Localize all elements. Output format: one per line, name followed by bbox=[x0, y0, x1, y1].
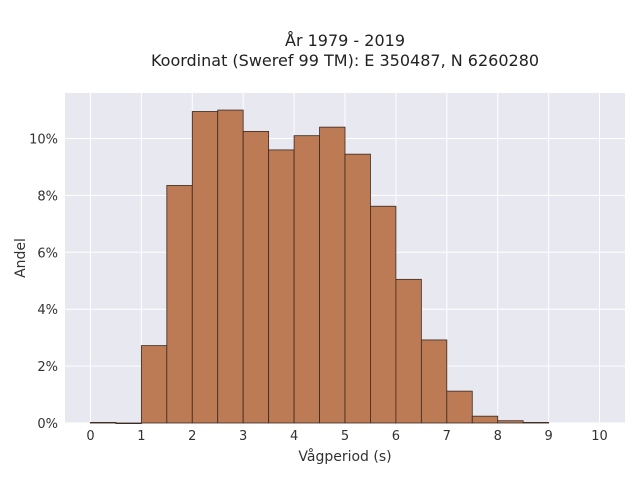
chart-title: År 1979 - 2019 bbox=[285, 31, 405, 50]
histogram-bar bbox=[293, 135, 320, 424]
histogram-bar bbox=[319, 126, 346, 424]
histogram-bar bbox=[420, 339, 448, 424]
y-tick-label: 8% bbox=[37, 189, 58, 204]
x-tick-label: 2 bbox=[188, 429, 196, 444]
x-axis-ticks: 0 1 2 3 4 5 6 7 8 9 10 bbox=[86, 429, 608, 444]
y-tick-label: 6% bbox=[37, 246, 58, 261]
bars bbox=[90, 109, 550, 425]
histogram-bar bbox=[166, 185, 193, 424]
y-tick-label: 4% bbox=[37, 303, 58, 318]
chart-subtitle: Koordinat (Sweref 99 TM): E 350487, N 62… bbox=[151, 51, 539, 70]
x-tick-label: 1 bbox=[137, 429, 145, 444]
histogram-bar bbox=[395, 278, 422, 424]
histogram-bar bbox=[497, 420, 524, 424]
y-tick-label: 2% bbox=[37, 360, 58, 375]
histogram-bar bbox=[446, 390, 473, 424]
histogram-bar bbox=[344, 153, 371, 424]
histogram-bar bbox=[90, 422, 117, 424]
x-tick-label: 10 bbox=[591, 429, 608, 444]
histogram-bar bbox=[471, 415, 499, 424]
histogram-bar bbox=[370, 205, 397, 424]
x-tick-label: 0 bbox=[86, 429, 94, 444]
x-tick-label: 7 bbox=[443, 429, 451, 444]
histogram-bar bbox=[217, 109, 244, 424]
histogram-bar bbox=[140, 345, 168, 424]
x-tick-label: 3 bbox=[239, 429, 247, 444]
histogram-bar bbox=[522, 422, 550, 424]
x-tick-label: 8 bbox=[494, 429, 502, 444]
histogram-bar bbox=[115, 422, 142, 425]
x-tick-label: 9 bbox=[544, 429, 552, 444]
x-tick-label: 4 bbox=[290, 429, 298, 444]
y-axis-label: Andel bbox=[13, 238, 29, 278]
x-tick-label: 6 bbox=[392, 429, 400, 444]
y-axis-ticks: 0% 2% 4% 6% 8% 10% bbox=[29, 133, 58, 432]
y-tick-label: 10% bbox=[29, 133, 58, 148]
y-tick-label: 0% bbox=[37, 417, 58, 432]
histogram-bar bbox=[242, 131, 270, 424]
histogram-bar bbox=[191, 111, 219, 424]
x-tick-label: 5 bbox=[341, 429, 349, 444]
x-axis-label: Vågperiod (s) bbox=[298, 448, 391, 465]
histogram-bar bbox=[268, 149, 295, 424]
